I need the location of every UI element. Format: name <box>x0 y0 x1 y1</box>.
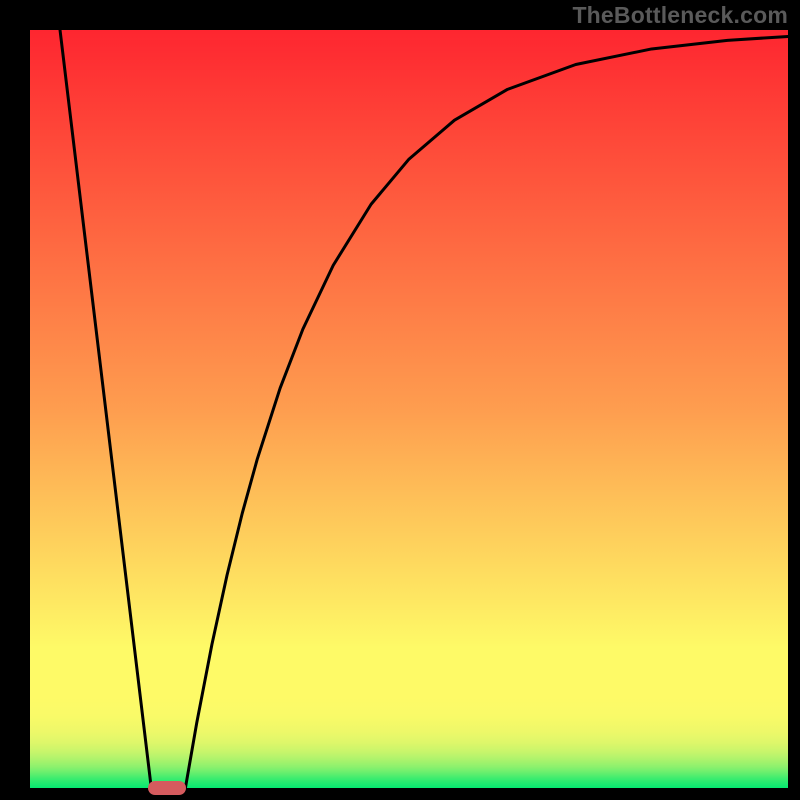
bottleneck-curve <box>185 36 788 788</box>
chart-container: TheBottleneck.com <box>0 0 800 800</box>
plot-area <box>30 30 788 788</box>
bottleneck-curve <box>60 30 151 788</box>
minimum-marker <box>148 781 186 795</box>
watermark-text: TheBottleneck.com <box>572 2 788 29</box>
curve-layer <box>30 30 788 788</box>
